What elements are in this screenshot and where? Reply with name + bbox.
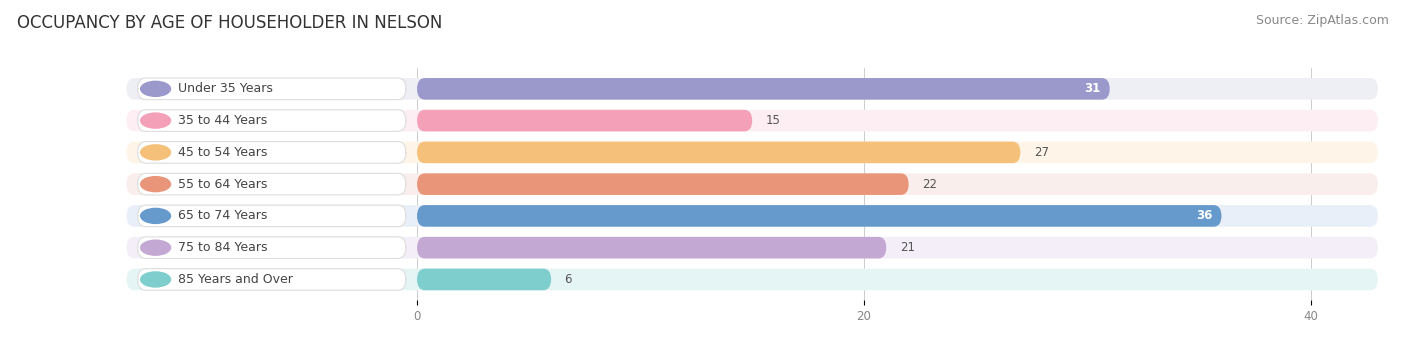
FancyBboxPatch shape	[127, 142, 1378, 163]
Text: 31: 31	[1084, 82, 1101, 95]
Ellipse shape	[141, 176, 172, 192]
FancyBboxPatch shape	[127, 78, 1378, 100]
FancyBboxPatch shape	[127, 205, 1378, 227]
Text: 6: 6	[564, 273, 572, 286]
Ellipse shape	[141, 144, 172, 161]
FancyBboxPatch shape	[418, 110, 752, 131]
FancyBboxPatch shape	[418, 78, 1109, 100]
FancyBboxPatch shape	[138, 205, 406, 227]
Text: 85 Years and Over: 85 Years and Over	[179, 273, 292, 286]
Text: 36: 36	[1197, 209, 1212, 222]
Ellipse shape	[141, 239, 172, 256]
Text: Under 35 Years: Under 35 Years	[179, 82, 273, 95]
FancyBboxPatch shape	[138, 110, 406, 131]
Text: 27: 27	[1033, 146, 1049, 159]
FancyBboxPatch shape	[138, 78, 406, 100]
FancyBboxPatch shape	[127, 110, 1378, 131]
Text: Source: ZipAtlas.com: Source: ZipAtlas.com	[1256, 14, 1389, 27]
Ellipse shape	[141, 271, 172, 288]
FancyBboxPatch shape	[127, 237, 1378, 258]
Text: 45 to 54 Years: 45 to 54 Years	[179, 146, 267, 159]
FancyBboxPatch shape	[127, 269, 1378, 290]
FancyBboxPatch shape	[138, 173, 406, 195]
FancyBboxPatch shape	[418, 205, 1222, 227]
Text: 65 to 74 Years: 65 to 74 Years	[179, 209, 267, 222]
FancyBboxPatch shape	[138, 237, 406, 258]
FancyBboxPatch shape	[138, 142, 406, 163]
Text: 75 to 84 Years: 75 to 84 Years	[179, 241, 267, 254]
Text: 15: 15	[766, 114, 780, 127]
FancyBboxPatch shape	[418, 142, 1021, 163]
Text: 35 to 44 Years: 35 to 44 Years	[179, 114, 267, 127]
Text: OCCUPANCY BY AGE OF HOUSEHOLDER IN NELSON: OCCUPANCY BY AGE OF HOUSEHOLDER IN NELSO…	[17, 14, 443, 32]
Ellipse shape	[141, 113, 172, 129]
Ellipse shape	[141, 208, 172, 224]
FancyBboxPatch shape	[418, 269, 551, 290]
Text: 21: 21	[900, 241, 915, 254]
Ellipse shape	[141, 80, 172, 97]
FancyBboxPatch shape	[138, 269, 406, 290]
Text: 22: 22	[922, 178, 936, 191]
FancyBboxPatch shape	[418, 173, 908, 195]
FancyBboxPatch shape	[127, 173, 1378, 195]
FancyBboxPatch shape	[418, 237, 886, 258]
Text: 55 to 64 Years: 55 to 64 Years	[179, 178, 267, 191]
